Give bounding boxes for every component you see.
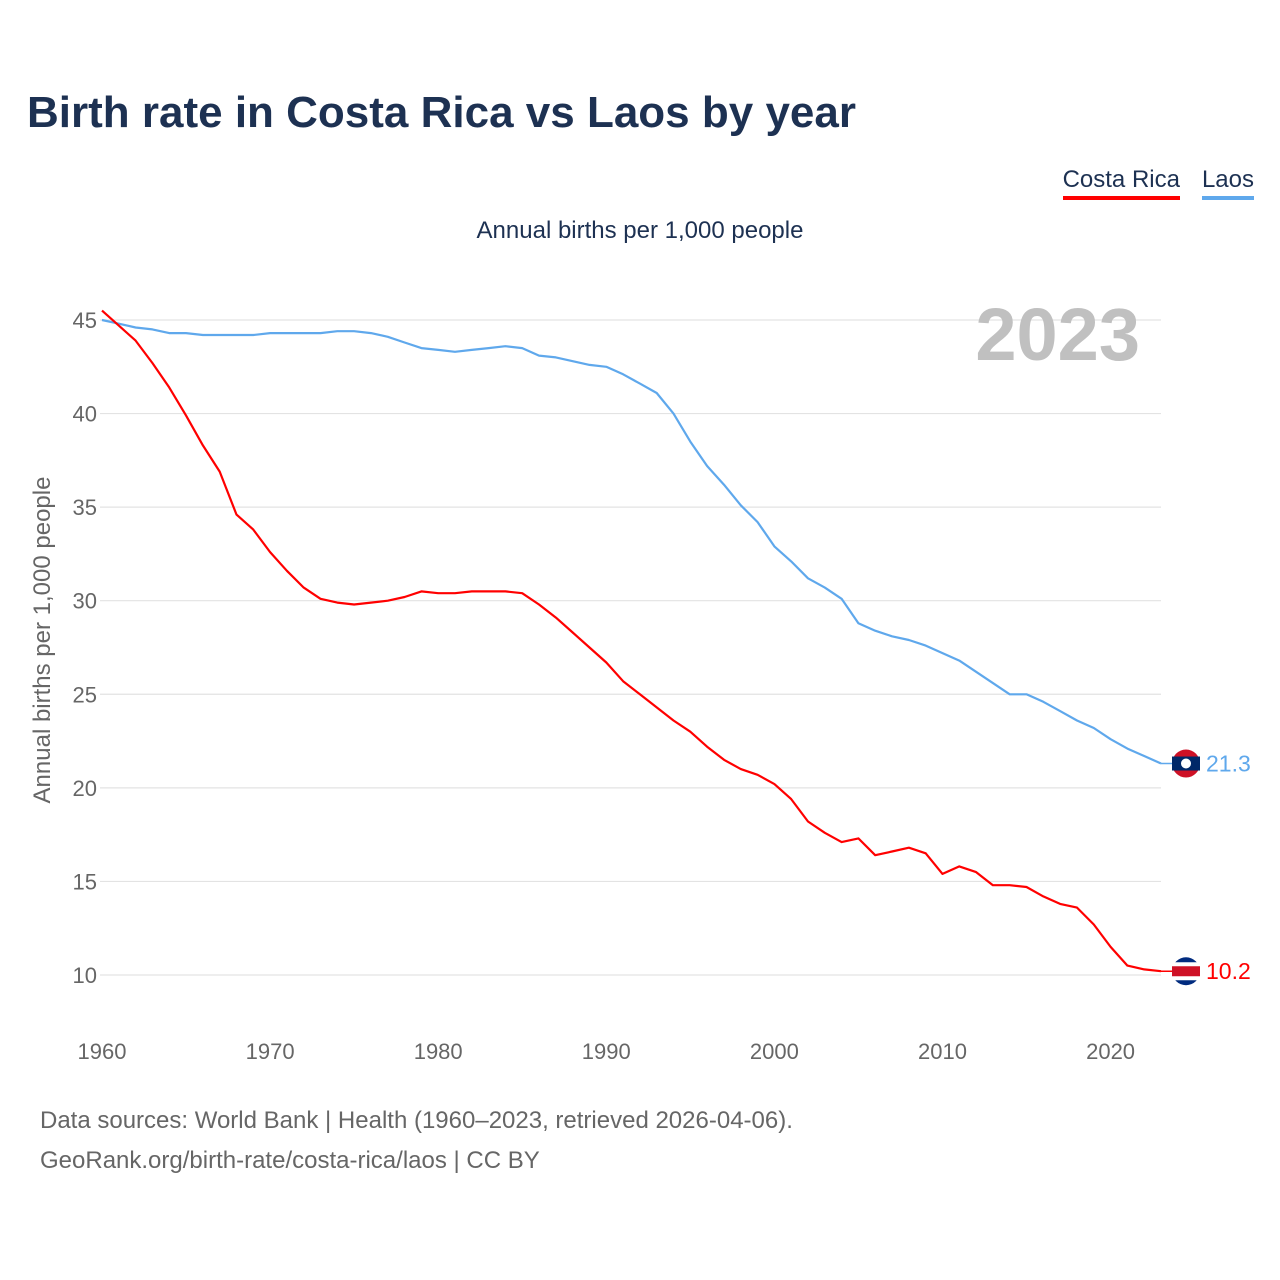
y-axis-title: Annual births per 1,000 people	[29, 477, 56, 804]
x-tick-label: 1990	[582, 1039, 631, 1064]
end-value-label-laos: 21.3	[1206, 751, 1251, 777]
x-tick-label: 1960	[78, 1039, 127, 1064]
x-tick-label: 1980	[414, 1039, 463, 1064]
chart-subtitle: Annual births per 1,000 people	[476, 217, 804, 244]
flag-white-disc	[1181, 758, 1191, 769]
y-tick-label: 25	[73, 682, 97, 707]
y-tick-label: 40	[73, 402, 97, 427]
y-tick-label: 30	[73, 589, 97, 614]
x-tick-label: 2010	[918, 1039, 967, 1064]
y-tick-label: 15	[73, 869, 97, 894]
x-tick-label: 2020	[1086, 1039, 1135, 1064]
y-tick-label: 10	[73, 963, 97, 988]
y-tick-label: 20	[73, 776, 97, 801]
footer-link[interactable]: GeoRank.org/birth-rate/costa-rica/laos |…	[40, 1147, 540, 1174]
year-watermark: 2023	[975, 293, 1140, 376]
series-line-costa-rica	[101, 309, 1162, 973]
legend: Costa Rica Laos	[1062, 166, 1254, 200]
flag-icon-costa-rica	[1172, 957, 1200, 986]
flag-icon-laos	[1172, 749, 1200, 778]
y-tick-label: 45	[73, 308, 97, 333]
legend-item-costa-rica[interactable]: Costa Rica	[1062, 166, 1180, 200]
y-tick-label: 35	[73, 495, 97, 520]
x-tick-label: 2000	[750, 1039, 799, 1064]
series-line-laos	[101, 318, 1162, 765]
x-tick-label: 1970	[246, 1039, 295, 1064]
flag-red-band	[1172, 966, 1200, 977]
footer-source: Data sources: World Bank | Health (1960–…	[40, 1107, 793, 1134]
legend-item-laos[interactable]: Laos	[1201, 166, 1254, 200]
end-value-label-costa-rica: 10.2	[1206, 958, 1251, 984]
chart-title: Birth rate in Costa Rica vs Laos by year	[27, 88, 856, 137]
